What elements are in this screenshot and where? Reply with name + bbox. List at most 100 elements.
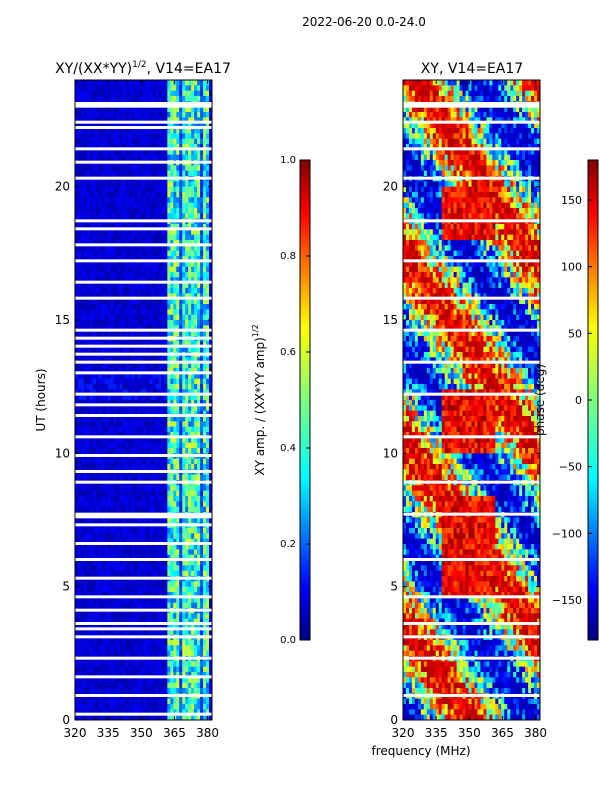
heatmap-cell	[134, 261, 138, 268]
heatmap-cell	[152, 245, 156, 252]
heatmap-cell	[110, 256, 115, 262]
heatmap-cell	[167, 410, 171, 417]
heatmap-cell	[188, 288, 192, 294]
heatmap-cell	[176, 416, 180, 422]
heatmap-cell	[83, 394, 88, 401]
heatmap-cell	[86, 282, 91, 289]
heatmap-cell	[146, 224, 150, 230]
heatmap-cell	[83, 266, 88, 273]
heatmap-cell	[110, 645, 115, 652]
heatmap-cell	[143, 106, 147, 113]
heatmap-cell	[119, 565, 124, 572]
heatmap-cell	[191, 112, 195, 118]
heatmap-cell	[206, 496, 210, 502]
heatmap-cell	[164, 368, 168, 374]
heatmap-cell	[191, 650, 195, 657]
heatmap-cell	[200, 448, 204, 454]
heatmap-cell	[206, 592, 210, 598]
heatmap-cell	[104, 464, 109, 470]
heatmap-cell	[194, 208, 198, 214]
heatmap-cell	[200, 197, 204, 204]
heatmap-cell	[110, 330, 115, 337]
heatmap-cell	[113, 421, 118, 428]
heatmap-cell	[176, 533, 180, 540]
heatmap-cell	[80, 432, 85, 438]
heatmap-cell	[86, 240, 91, 246]
heatmap-cell	[161, 650, 165, 657]
heatmap-cell	[83, 80, 88, 86]
heatmap-cell	[110, 314, 115, 321]
heatmap-cell	[113, 186, 118, 193]
heatmap-cell	[125, 112, 130, 118]
heatmap-cell	[75, 458, 79, 465]
heatmap-cell	[149, 282, 153, 289]
heatmap-cell	[191, 298, 195, 305]
heatmap-cell	[161, 181, 165, 188]
heatmap-cell	[182, 202, 186, 209]
heatmap-cell	[119, 416, 124, 422]
heatmap-cell	[188, 474, 192, 481]
heatmap-cell	[167, 208, 171, 214]
heatmap-cell	[101, 485, 106, 492]
heatmap-cell	[167, 154, 171, 161]
heatmap-cell	[209, 618, 212, 625]
heatmap-cell	[122, 410, 127, 417]
heatmap-cell	[80, 400, 85, 406]
heatmap-cell	[206, 245, 210, 252]
heatmap-cell	[95, 400, 100, 406]
heatmap-cell	[134, 357, 138, 364]
heatmap-cell	[200, 458, 204, 465]
heatmap-cell	[83, 410, 88, 417]
heatmap-cell	[113, 368, 118, 374]
heatmap-cell	[209, 208, 212, 214]
heatmap-cell	[143, 490, 147, 497]
heatmap-cell	[101, 501, 106, 508]
heatmap-cell	[95, 192, 100, 198]
heatmap-cell	[158, 554, 162, 561]
heatmap-cell	[140, 464, 144, 470]
heatmap-cell	[185, 288, 189, 294]
heatmap-cell	[197, 629, 201, 636]
heatmap-cell	[98, 261, 103, 268]
heatmap-cell	[161, 202, 165, 209]
heatmap-cell	[134, 645, 138, 652]
heatmap-cell	[75, 298, 79, 305]
heatmap-cell	[194, 272, 198, 278]
heatmap-cell	[110, 517, 115, 524]
heatmap-cell	[176, 320, 180, 326]
heatmap-cell	[101, 624, 106, 630]
heatmap-cell	[77, 85, 82, 92]
heatmap-cell	[182, 208, 186, 214]
heatmap-cell	[206, 501, 210, 508]
heatmap-cell	[104, 538, 109, 545]
heatmap-cell	[191, 485, 195, 492]
heatmap-cell	[203, 474, 207, 481]
heatmap-cell	[170, 272, 174, 278]
heatmap-cell	[86, 618, 91, 625]
heatmap-cell	[143, 122, 147, 129]
heatmap-cell	[140, 224, 144, 230]
heatmap-cell	[149, 138, 153, 145]
heatmap-cell	[173, 549, 177, 556]
heatmap-cell	[170, 400, 174, 406]
heatmap-cell	[122, 597, 127, 604]
heatmap-cell	[158, 346, 162, 353]
heatmap-cell	[89, 416, 94, 422]
heatmap-cell	[83, 128, 88, 134]
heatmap-cell	[200, 421, 204, 428]
heatmap-cell	[173, 490, 177, 497]
heatmap-cell	[155, 106, 159, 113]
heatmap-cell	[155, 186, 159, 193]
heatmap-cell	[179, 586, 183, 593]
heatmap-cell	[101, 192, 106, 198]
heatmap-cell	[170, 341, 174, 348]
heatmap-cell	[203, 458, 207, 465]
heatmap-cell	[110, 149, 115, 156]
heatmap-cell	[167, 250, 171, 257]
heatmap-cell	[188, 96, 192, 102]
heatmap-cell	[161, 304, 165, 310]
heatmap-cell	[95, 293, 100, 300]
heatmap-cell	[191, 266, 195, 273]
heatmap-cell	[161, 117, 165, 124]
heatmap-cell	[110, 362, 115, 369]
